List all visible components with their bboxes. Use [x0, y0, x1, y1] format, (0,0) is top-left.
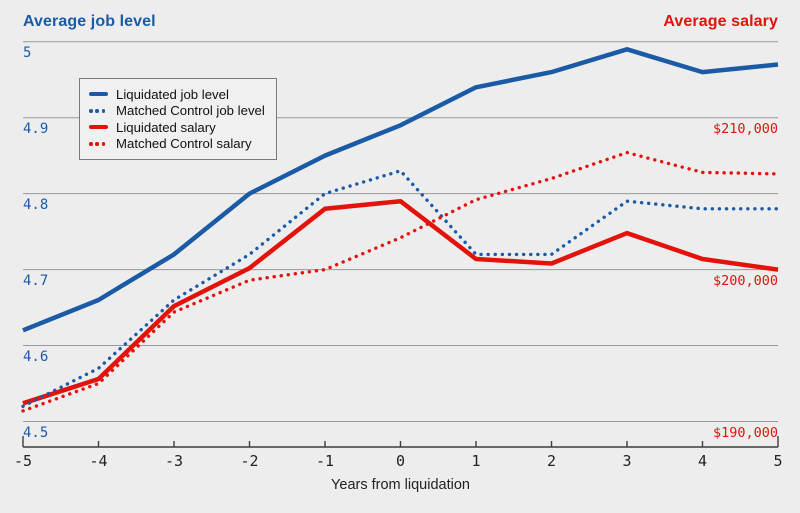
x-axis-tick-label: 3 — [622, 452, 632, 470]
right-axis-tick-label: $200,000 — [712, 273, 778, 290]
x-axis-tick-label: -3 — [164, 452, 184, 470]
x-axis-tick-label: 5 — [773, 452, 783, 470]
right-axis-tick-label: $210,000 — [712, 121, 778, 138]
x-axis-tick-label: 4 — [697, 452, 708, 470]
left-axis-tick-label: 4.6 — [23, 348, 49, 365]
solid-line-swatch-icon — [89, 92, 110, 97]
dotted-line-swatch-icon — [89, 109, 110, 113]
left-axis-title: Average job level — [23, 13, 156, 30]
legend-item-label: Matched Control job level — [116, 103, 265, 119]
legend-item: Matched Control job level — [89, 103, 265, 120]
legend-item-label: Liquidated job level — [116, 86, 229, 102]
right-axis-title: Average salary — [663, 13, 778, 30]
series-line-liquidated-salary — [22, 198, 779, 406]
x-axis-label: Years from liquidation — [331, 477, 470, 493]
x-axis-tick-label: -5 — [13, 452, 33, 470]
left-axis-tick-label: 4.5 — [23, 424, 49, 441]
legend-item: Liquidated job level — [89, 86, 265, 103]
dotted-line-swatch-icon — [89, 142, 110, 146]
series-line-matched-control-job-level — [21, 169, 780, 408]
solid-line-swatch-icon — [89, 125, 110, 130]
series-line-liquidated-job-level — [22, 47, 779, 333]
left-axis-tick-label: 4.7 — [23, 272, 49, 289]
legend-item: Liquidated salary — [89, 119, 265, 136]
x-axis-tick-label: 0 — [395, 452, 406, 470]
x-axis-tick-label: -1 — [315, 452, 335, 470]
left-axis-tick-label: 4.9 — [23, 120, 49, 137]
x-axis-tick-label: -4 — [89, 452, 108, 470]
legend: Liquidated job level Matched Control job … — [79, 78, 277, 160]
legend-item: Matched Control salary — [89, 136, 265, 153]
left-axis-tick-label: 5 — [23, 44, 32, 61]
legend-item-label: Matched Control salary — [116, 136, 252, 152]
x-axis-tick-label: -2 — [240, 452, 259, 470]
left-axis-tick-label: 4.8 — [23, 196, 49, 213]
x-axis-tick-label: 1 — [471, 452, 481, 470]
right-axis-tick-label: $190,000 — [712, 425, 778, 441]
series-line-matched-control-salary — [21, 150, 780, 413]
x-axis-tick-label: 2 — [546, 452, 557, 470]
legend-item-label: Liquidated salary — [116, 119, 216, 135]
